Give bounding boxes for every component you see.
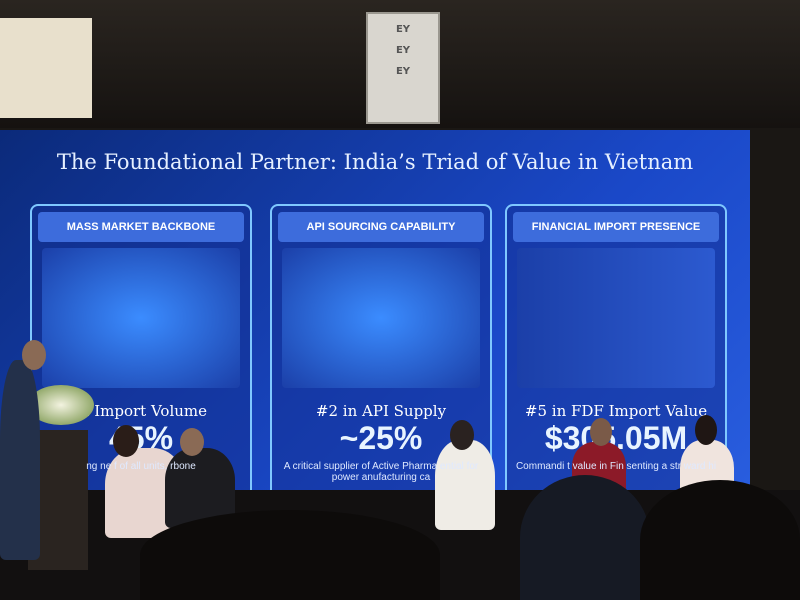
- speaker-head: [22, 340, 46, 370]
- audience: [640, 480, 800, 600]
- panelist-5-head: [695, 415, 717, 445]
- panel-mass-market: MASS MARKET BACKBONE in Import Volume 45…: [30, 204, 252, 504]
- panel-rank: in Import Volume: [74, 402, 208, 420]
- panel-header: API SOURCING CAPABILITY: [278, 212, 484, 242]
- panel-header: FINANCIAL IMPORT PRESENCE: [513, 212, 719, 242]
- presentation-screen: The Foundational Partner: India’s Triad …: [0, 130, 750, 520]
- panelist-3-head: [450, 420, 474, 450]
- panel-value: ~25%: [339, 420, 423, 456]
- panel-financial: FINANCIAL IMPORT PRESENCE #5 in FDF Impo…: [505, 204, 727, 504]
- panel-rank: #2 in API Supply: [315, 402, 447, 420]
- slide-title: The Foundational Partner: India’s Triad …: [56, 150, 694, 174]
- audience: [140, 510, 440, 600]
- panel-desc: Commandi t value in Fin senting a str wa…: [515, 461, 717, 472]
- panel-desc: ng ne f of all units, rbone: [86, 461, 196, 472]
- panelist-1-head: [113, 425, 139, 457]
- panelist-2-head: [180, 428, 204, 456]
- panel-rank: #5 in FDF Import Value: [524, 402, 708, 420]
- audience: [520, 475, 650, 600]
- speaker: [0, 360, 40, 560]
- panel-header: MASS MARKET BACKBONE: [38, 212, 244, 242]
- bar-chart-illustration: [517, 248, 715, 388]
- panel-api: API SOURCING CAPABILITY #2 in API Supply…: [270, 204, 492, 504]
- boxes-illustration: [42, 248, 240, 388]
- panelist-4-head: [590, 418, 612, 446]
- panelist-3: [435, 440, 495, 530]
- light-panel: [0, 18, 92, 118]
- panel-desc: A critical supplier of Active Pharma ent…: [283, 461, 479, 483]
- molecule-illustration: [282, 248, 480, 388]
- ey-sign: EY EY EY: [366, 12, 440, 124]
